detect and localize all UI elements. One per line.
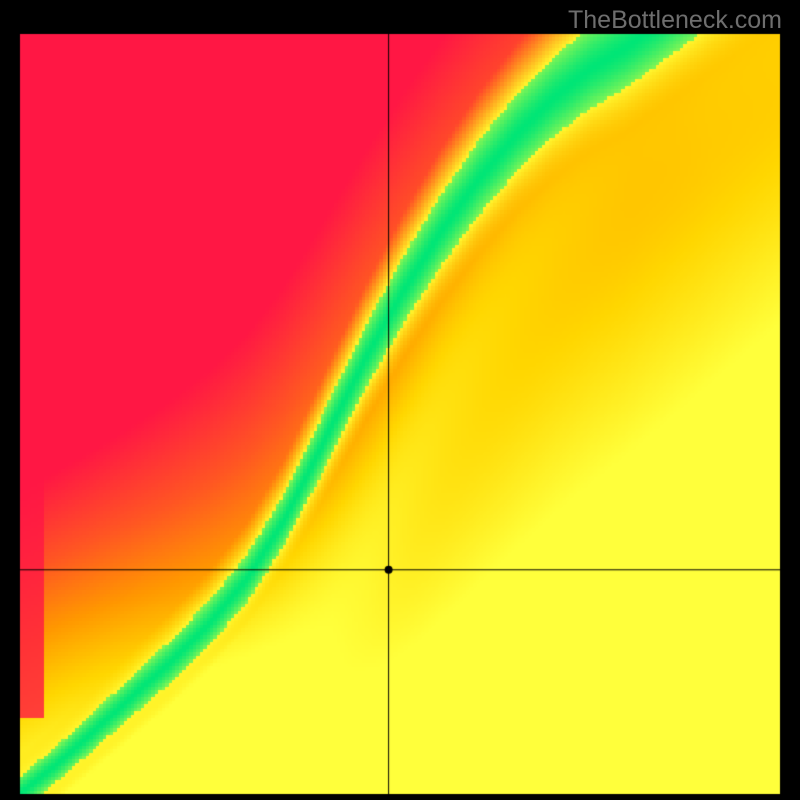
chart-container: TheBottleneck.com [0,0,800,800]
heatmap-plot [0,0,800,800]
watermark-text: TheBottleneck.com [568,6,782,35]
